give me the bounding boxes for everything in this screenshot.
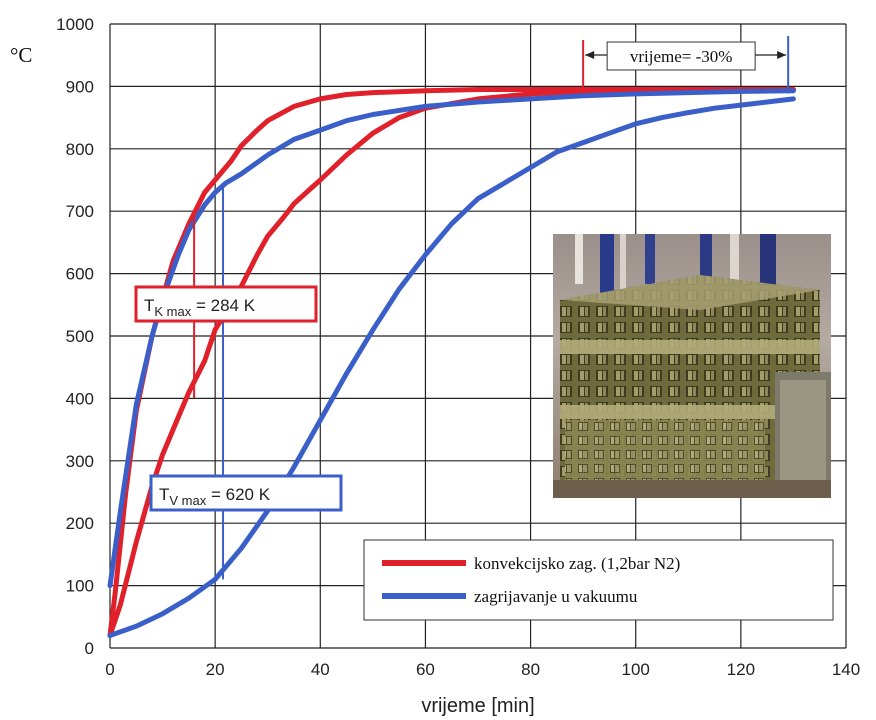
y-tick-label: 900 [66, 77, 94, 96]
y-tick-label: 0 [85, 639, 94, 658]
span-label: vrijeme= -30% [630, 47, 733, 66]
x-tick-label: 100 [622, 660, 650, 679]
legend-label-vacuum: zagrijavanje u vakuumu [474, 587, 638, 606]
y-axis-label: °C [10, 43, 32, 67]
annotation-layer: TK max = 284 K TV max = 620 K vrijeme= -30… [134, 36, 790, 580]
legend-label-convection: konvekcijsko zag. (1,2bar N2) [474, 554, 680, 573]
y-tick-label: 500 [66, 327, 94, 346]
t-v-max-box-label: TV max = 620 K [159, 485, 271, 508]
t-k-max-box: TK max = 284 K [134, 285, 318, 323]
y-tick-label: 600 [66, 265, 94, 284]
y-tick-label: 300 [66, 452, 94, 471]
y-tick-label: 700 [66, 202, 94, 221]
y-tick-label: 200 [66, 514, 94, 533]
t-v-max-box: TV max = 620 K [149, 474, 343, 512]
x-axis-label: vrijeme [min] [421, 695, 534, 717]
y-tick-label: 1000 [56, 15, 94, 34]
inset-photo [553, 234, 831, 498]
x-tick-label: 20 [206, 660, 225, 679]
x-tick-label: 40 [311, 660, 330, 679]
x-tick-label: 80 [521, 660, 540, 679]
legend: konvekcijsko zag. (1,2bar N2) zagrijavan… [363, 539, 834, 621]
legend-box [363, 539, 834, 621]
x-tick-labels: 0 20 40 60 80 100 120 140 [105, 660, 860, 679]
y-tick-labels: 0 100 200 300 400 500 600 700 800 900 1000 [56, 15, 94, 658]
x-tick-label: 140 [832, 660, 860, 679]
time-saving-span: vrijeme= -30% [582, 36, 790, 94]
y-tick-label: 400 [66, 389, 94, 408]
x-tick-label: 0 [105, 660, 114, 679]
y-tick-label: 100 [66, 577, 94, 596]
grid [109, 23, 847, 649]
t-k-max-box-label: TK max = 284 K [144, 296, 256, 319]
x-tick-label: 120 [727, 660, 755, 679]
series-line-1-core [107, 87, 796, 638]
x-tick-label: 60 [416, 660, 435, 679]
y-tick-label: 800 [66, 140, 94, 159]
